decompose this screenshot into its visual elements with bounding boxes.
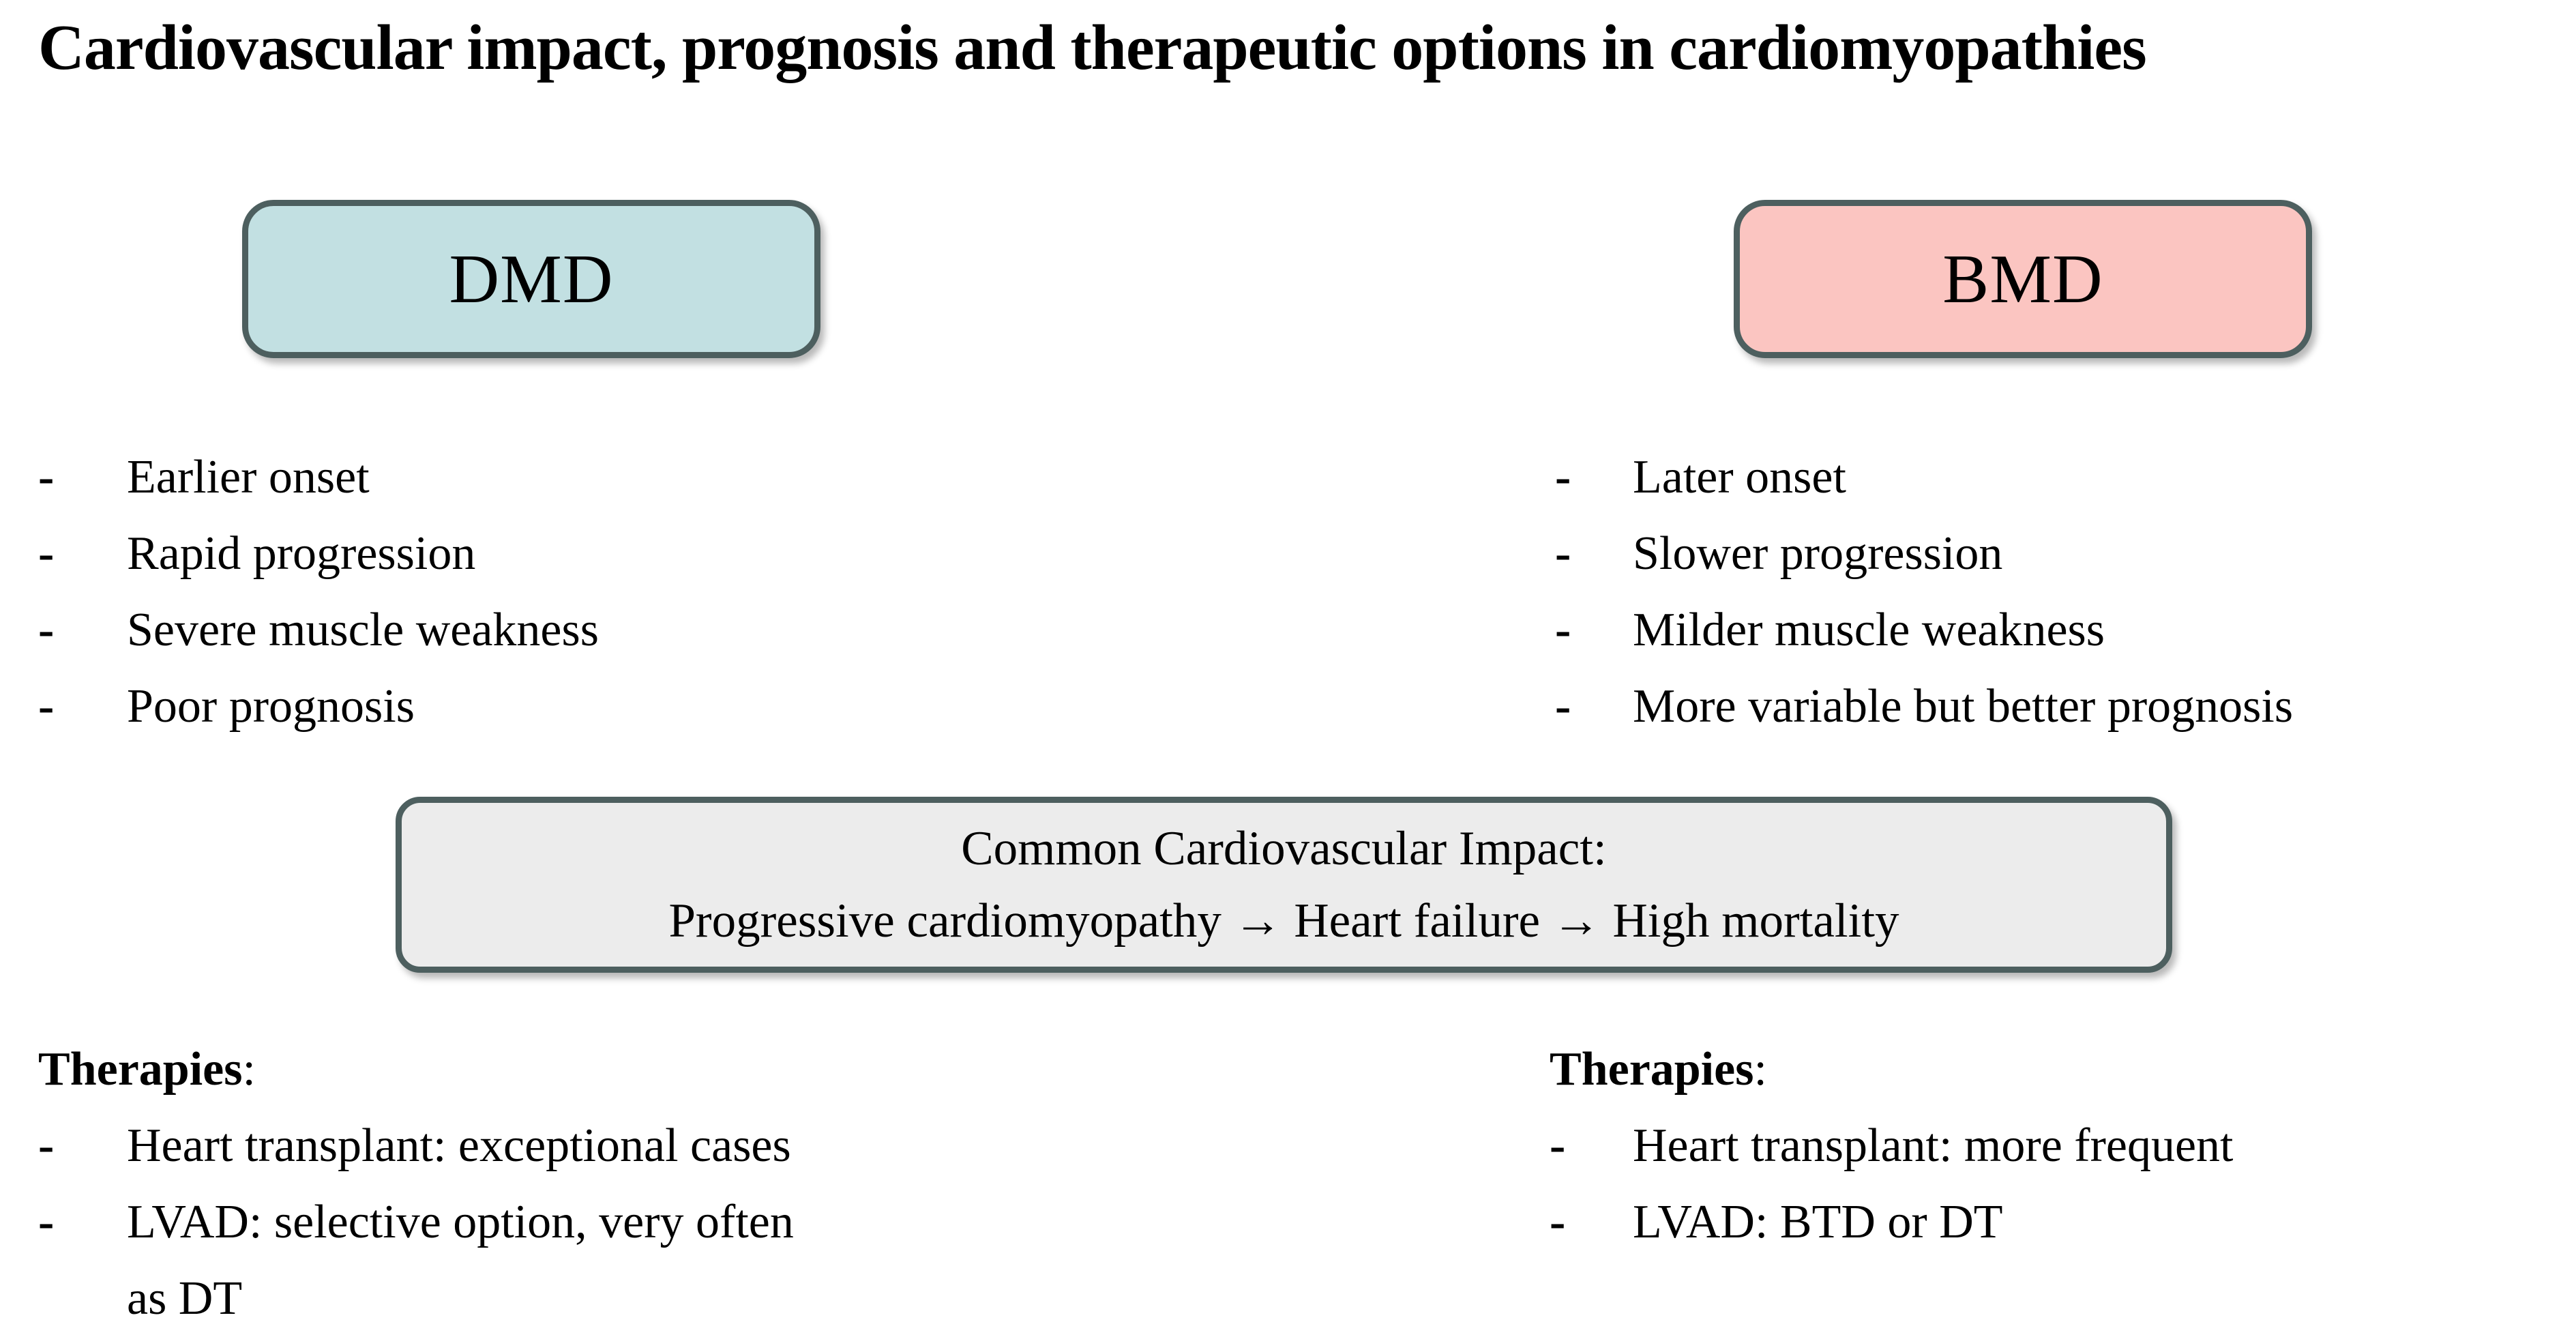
therapies-heading-colon: : xyxy=(242,1043,256,1096)
dmd-feature: Rapid progression xyxy=(127,527,476,580)
bmd-box-label: BMD xyxy=(1942,240,2103,318)
bmd-feature: Later onset xyxy=(1633,451,1846,503)
bullet-dash: - xyxy=(38,451,55,503)
list-item: - Poor prognosis xyxy=(38,669,599,745)
list-item: - LVAD: selective option, very often as … xyxy=(38,1184,1143,1322)
bmd-box: BMD xyxy=(1734,200,2312,358)
list-item: - More variable but better prognosis xyxy=(1555,669,2293,745)
bullet-dash: - xyxy=(38,604,55,656)
dmd-feature-list: - Earlier onset - Rapid progression - Se… xyxy=(38,439,599,745)
dmd-feature: Earlier onset xyxy=(127,451,370,503)
list-item: - Later onset xyxy=(1555,439,2293,516)
list-item: - Rapid progression xyxy=(38,516,599,592)
bullet-dash: - xyxy=(1550,1119,1566,1172)
dmd-feature: Severe muscle weakness xyxy=(127,604,599,656)
bullet-dash: - xyxy=(38,527,55,580)
list-item: - Slower progression xyxy=(1555,516,2293,592)
bmd-therapies-section: Therapies: - Heart transplant: more freq… xyxy=(1550,1031,2573,1261)
impact-line-1: Common Cardiovascular Impact: xyxy=(961,822,1607,875)
impact-line-2: Progressive cardiomyopathy → Heart failu… xyxy=(668,894,1899,948)
dmd-feature: Poor prognosis xyxy=(127,680,415,733)
dmd-therapies-section: Therapies: - Heart transplant: exception… xyxy=(38,1031,1143,1322)
bmd-feature-list: - Later onset - Slower progression - Mil… xyxy=(1555,439,2293,745)
dmd-therapy: LVAD: selective option, very often as DT xyxy=(127,1196,794,1322)
dmd-therapy: Heart transplant: exceptional cases xyxy=(127,1119,791,1172)
common-impact-box: Common Cardiovascular Impact: Progressiv… xyxy=(396,797,2172,973)
figure-title: Cardiovascular impact, prognosis and the… xyxy=(38,12,2147,83)
bmd-therapy: LVAD: BTD or DT xyxy=(1633,1196,2003,1248)
list-item: - Milder muscle weakness xyxy=(1555,592,2293,669)
bullet-dash: - xyxy=(1555,680,1571,733)
dmd-box: DMD xyxy=(242,200,820,358)
therapies-heading-word: Therapies xyxy=(1550,1043,1754,1096)
bullet-dash: - xyxy=(1555,604,1571,656)
bullet-dash: - xyxy=(1555,527,1571,580)
bullet-dash: - xyxy=(38,1196,55,1248)
list-item: - Heart transplant: more frequent xyxy=(1550,1108,2573,1184)
bullet-dash: - xyxy=(1550,1196,1566,1248)
list-item: - Heart transplant: exceptional cases xyxy=(38,1108,1143,1184)
bullet-dash: - xyxy=(38,1119,55,1172)
list-item: - LVAD: BTD or DT xyxy=(1550,1184,2573,1261)
list-item: - Severe muscle weakness xyxy=(38,592,599,669)
dmd-therapies-heading: Therapies: xyxy=(38,1031,1143,1108)
bmd-therapy: Heart transplant: more frequent xyxy=(1633,1119,2234,1172)
bullet-dash: - xyxy=(1555,451,1571,503)
list-item: - Earlier onset xyxy=(38,439,599,516)
therapies-heading-colon: : xyxy=(1753,1043,1767,1096)
bullet-dash: - xyxy=(38,680,55,733)
therapies-heading-word: Therapies xyxy=(38,1043,243,1096)
bmd-feature: Slower progression xyxy=(1633,527,2003,580)
bmd-therapies-heading: Therapies: xyxy=(1550,1031,2573,1108)
bmd-feature: More variable but better prognosis xyxy=(1633,680,2294,733)
dmd-box-label: DMD xyxy=(449,240,614,318)
bmd-feature: Milder muscle weakness xyxy=(1633,604,2105,656)
